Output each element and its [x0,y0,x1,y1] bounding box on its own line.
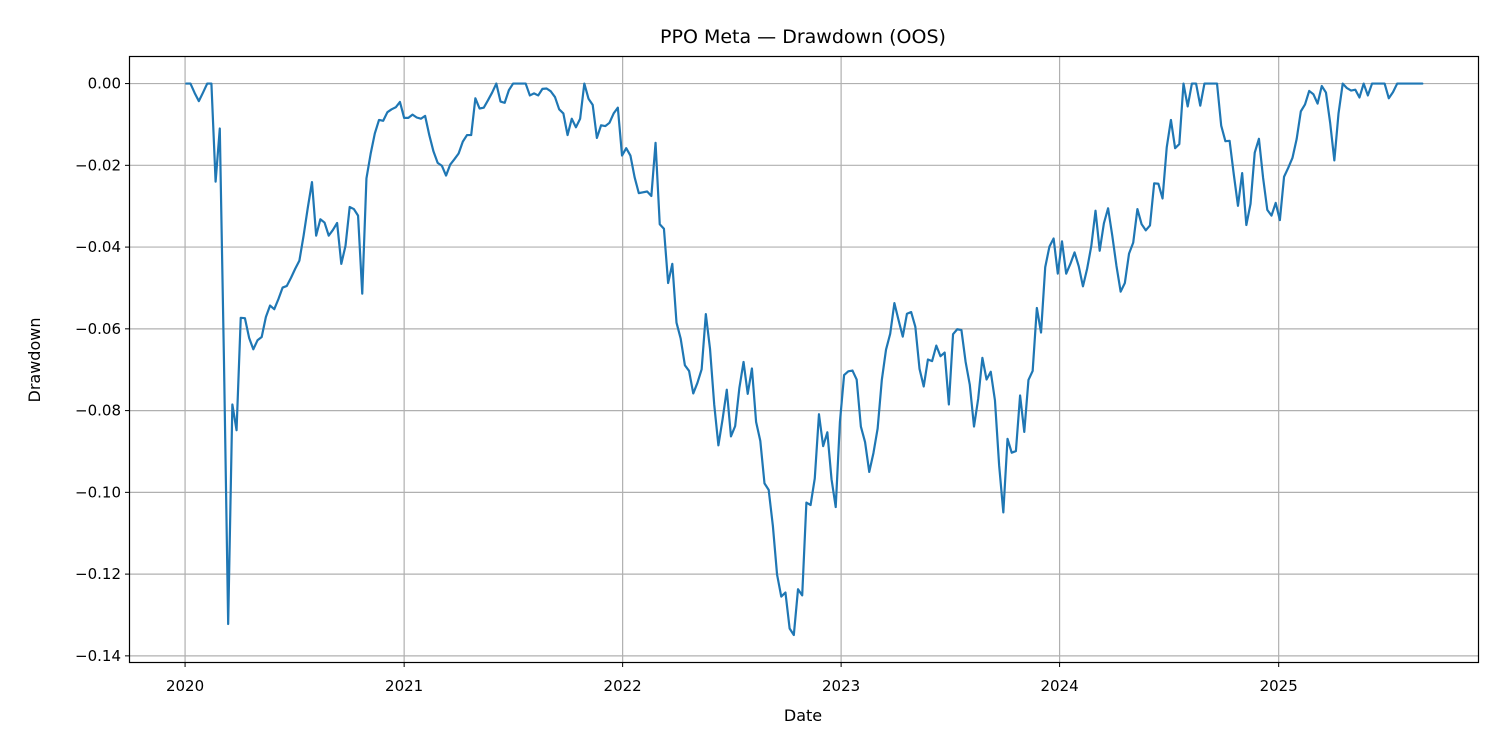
y-axis-ticks: 0.00 −0.02 −0.04 −0.06 −0.08 −0.10 −0.12 −0.14 [75,75,130,665]
y-tick-label: −0.12 [75,565,121,583]
x-axis-ticks: 2020 2021 2022 2023 2024 2025 [166,662,1298,695]
y-tick-label: −0.02 [75,156,121,174]
x-tick-label: 2022 [604,677,642,695]
drawdown-series-line [185,82,1424,637]
x-tick-label: 2024 [1040,677,1078,695]
grid-lines [130,57,1478,662]
y-tick-label: 0.00 [88,75,121,93]
x-axis-label: Date [784,706,822,725]
x-tick-label: 2025 [1260,677,1298,695]
y-tick-label: −0.14 [75,647,121,665]
x-tick-label: 2023 [822,677,860,695]
plot-area-frame [128,55,1480,664]
y-tick-label: −0.10 [75,483,121,501]
x-tick-label: 2021 [385,677,423,695]
x-tick-label: 2020 [166,677,204,695]
y-tick-label: −0.08 [75,402,121,420]
y-tick-label: −0.04 [75,238,121,256]
chart-title: PPO Meta — Drawdown (OOS) [660,26,946,48]
y-tick-label: −0.06 [75,320,121,338]
y-axis-label: Drawdown [25,318,44,403]
series-layer [185,82,1424,637]
